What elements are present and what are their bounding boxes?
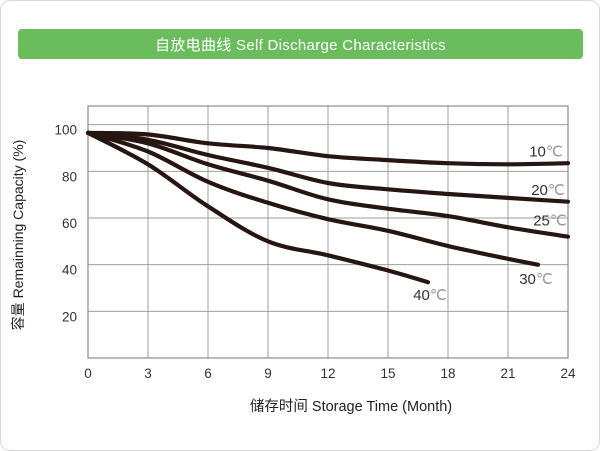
x-tick-label: 18: [440, 366, 455, 381]
series-label-30c: 30℃: [519, 271, 553, 288]
y-tick-label: 60: [62, 216, 77, 231]
x-tick-label: 9: [264, 366, 272, 381]
x-tick-label: 24: [560, 366, 576, 381]
y-tick-label: 40: [62, 263, 77, 278]
x-axis-title: 储存时间 Storage Time (Month): [250, 398, 452, 415]
y-tick-label: 20: [62, 309, 77, 324]
series-label-25c: 25℃: [533, 212, 567, 229]
curve-20c: [85, 130, 571, 204]
curve-25c: [85, 130, 571, 239]
plot-frame: [87, 105, 569, 359]
chart-title: 自放电曲线 Self Discharge Characteristics: [155, 36, 446, 54]
x-tick-label: 0: [84, 366, 92, 381]
title-banner: 自放电曲线 Self Discharge Characteristics: [18, 29, 583, 59]
series-label-10c: 10℃: [529, 144, 563, 161]
x-tick-label: 12: [320, 366, 335, 381]
curve-40c: [85, 130, 431, 285]
series-label-40c: 40℃: [413, 287, 447, 304]
x-tick-label: 21: [500, 366, 515, 381]
x-tick-label: 15: [380, 366, 395, 381]
curve-30c: [85, 130, 541, 267]
y-tick-label: 100: [54, 123, 77, 138]
x-tick-label: 6: [204, 366, 212, 381]
series-label-20c: 20℃: [531, 182, 565, 199]
y-axis-title: 容量 Remainning Capacity (%): [10, 140, 26, 331]
y-tick-label: 80: [62, 169, 77, 184]
x-tick-label: 3: [144, 366, 152, 381]
curve-10c: [85, 130, 571, 167]
